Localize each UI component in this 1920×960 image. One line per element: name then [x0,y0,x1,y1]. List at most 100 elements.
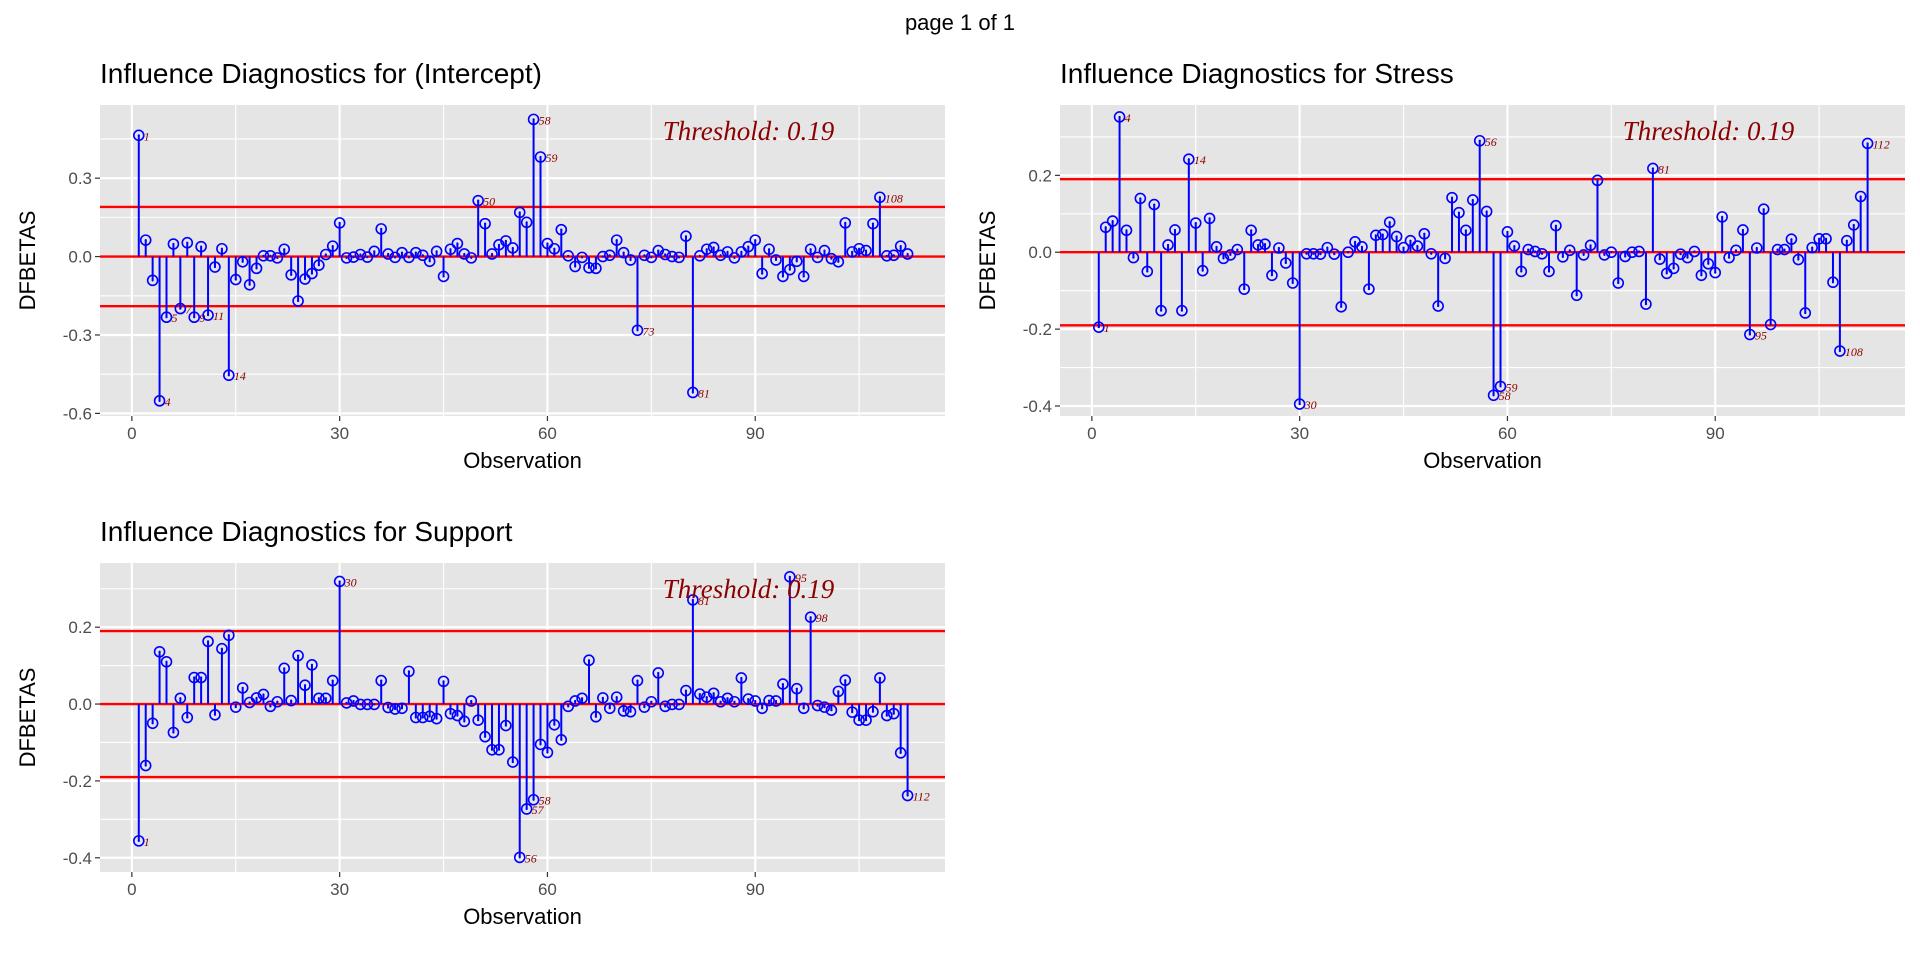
data-point [590,262,602,275]
data-point-center [421,716,424,719]
point-label: 95 [1755,329,1767,343]
data-point [1252,239,1264,251]
y-tick-label: 0.0 [68,695,92,714]
data-point-center [1409,239,1412,242]
data-point [416,249,429,262]
data-point [687,386,699,399]
data-point [534,151,547,163]
data-point [1494,380,1507,393]
data-point [714,249,727,262]
data-point-center [1478,139,1481,142]
data-point-center [186,241,189,244]
data-point [1460,224,1472,237]
data-point [784,263,796,276]
data-point [735,672,748,684]
data-point-center [1347,251,1350,254]
data-point-center [1811,246,1814,249]
data-point [479,217,491,230]
data-point [881,709,893,722]
data-point [292,295,304,307]
data-point [597,692,609,704]
data-point [1411,240,1424,252]
point-label: 108 [1845,345,1863,359]
data-point [486,248,498,260]
data-point-center [435,717,438,720]
data-point-center [844,221,847,224]
point-label: 59 [1506,380,1518,394]
panel-background [100,563,945,872]
data-point [590,710,602,723]
data-point-center [560,228,563,231]
data-point [1183,153,1195,166]
data-point-center [366,256,369,259]
data-point [1744,328,1756,341]
data-point-center [1367,288,1371,291]
data-point [1515,265,1528,278]
data-point-center [539,155,542,159]
data-point [569,695,581,707]
data-point [507,756,519,768]
data-point [326,240,339,252]
data-point-center [477,719,480,722]
point-label: 58 [539,113,551,127]
data-point [624,705,637,718]
data-point [181,711,194,724]
data-point-center [580,697,584,700]
data-point-center [1222,257,1225,260]
point-label: 56 [525,851,537,865]
data-point-center [567,254,570,257]
data-point-center [1700,274,1703,277]
data-point [790,682,803,695]
data-point [1577,249,1590,261]
data-point [749,234,762,246]
data-point [333,575,346,588]
data-point [223,629,235,642]
data-point [721,246,734,258]
data-point-center [1194,221,1197,225]
data-point [319,248,332,261]
panel-background [1060,105,1905,416]
data-point [638,249,651,262]
data-point-center [186,716,189,719]
data-point-center [788,268,791,271]
data-point-center [179,697,182,700]
data-point [1626,246,1638,259]
data-point-center [899,751,902,754]
data-point [146,274,159,287]
data-point-center [864,719,868,722]
data-point [846,706,858,718]
data-point [292,649,304,662]
data-point [694,249,706,262]
data-point [832,256,845,268]
data-point [673,251,685,264]
data-point-center [283,667,286,670]
data-point-center [705,696,708,699]
x-tick-label: 0 [127,880,136,899]
x-tick-label: 90 [746,880,765,899]
data-point-center [338,221,341,224]
data-point-center [885,714,888,717]
data-point [264,249,277,262]
data-point-center [532,798,535,801]
data-point [1141,265,1154,278]
data-point [139,234,152,246]
data-point-center [594,715,598,718]
data-point-center [1243,288,1246,291]
data-point-center [546,751,549,754]
data-point-center [754,699,757,703]
data-point [153,645,166,658]
data-point-center [788,575,791,578]
data-point [1861,137,1874,150]
data-point-center [885,254,888,257]
data-point-center [774,699,778,703]
data-point-center [684,689,688,692]
data-point-center [165,660,168,663]
x-tick-label: 30 [1290,424,1309,443]
data-point [465,252,478,264]
data-point [770,254,782,266]
data-point-center [1284,261,1287,265]
data-point [1231,243,1244,256]
data-point-center [393,707,397,711]
data-point [1169,224,1181,236]
data-point-center [366,703,369,706]
